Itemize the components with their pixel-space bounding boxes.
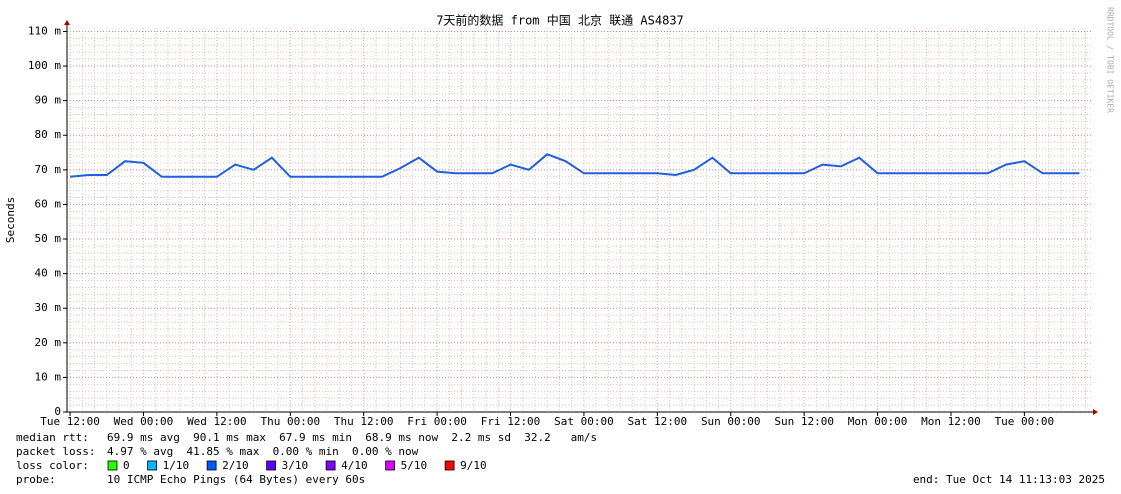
x-tick-label: Sun 12:00 [774, 415, 834, 428]
y-tick-label: 90 m [35, 94, 62, 107]
legend-swatch [206, 460, 217, 471]
y-tick-label: 10 m [35, 370, 62, 383]
x-tick-label: Wed 00:00 [114, 415, 174, 428]
y-tick-label: 40 m [35, 267, 62, 280]
legend-swatch [266, 460, 277, 471]
y-tick-label: 50 m [35, 232, 62, 245]
x-arrow [1093, 409, 1098, 415]
loss-legend-label: loss color: [16, 459, 89, 472]
legend-swatch [325, 460, 336, 471]
y-tick-label: 70 m [35, 163, 62, 176]
legend-label: 1/10 [163, 459, 190, 472]
y-tick-label: 30 m [35, 301, 62, 314]
y-tick-label: 100 m [28, 59, 61, 72]
stats-label: median rtt: [16, 431, 89, 444]
y-tick-label: 60 m [35, 197, 62, 210]
median-line [70, 153, 1080, 178]
legend-swatch [385, 460, 396, 471]
probe-label: probe: [16, 473, 56, 486]
legend-swatch [107, 460, 118, 471]
legend-label: 5/10 [401, 459, 428, 472]
x-tick-label: Sun 00:00 [701, 415, 761, 428]
legend-label: 0 [123, 459, 130, 472]
watermark: RRDTOOL / TOBI OETIKER [1106, 7, 1115, 113]
legend-swatch [444, 460, 455, 471]
legend-label: 2/10 [222, 459, 249, 472]
stats-text: 4.97 % avg 41.85 % max 0.00 % min 0.00 %… [107, 445, 419, 458]
probe-text: 10 ICMP Echo Pings (64 Bytes) every 60s [107, 473, 365, 486]
y-tick-label: 0 [54, 405, 61, 418]
stats-text: 69.9 ms avg 90.1 ms max 67.9 ms min 68.9… [107, 431, 597, 444]
end-time: end: Tue Oct 14 11:13:03 2025 [913, 473, 1105, 486]
legend-label: 9/10 [460, 459, 487, 472]
x-tick-label: Sat 00:00 [554, 415, 614, 428]
x-tick-label: Sat 12:00 [628, 415, 688, 428]
y-tick-label: 80 m [35, 128, 62, 141]
x-tick-label: Tue 00:00 [995, 415, 1055, 428]
y-tick-label: 110 m [28, 24, 61, 37]
x-tick-label: Fri 00:00 [407, 415, 467, 428]
x-tick-label: Mon 00:00 [848, 415, 908, 428]
y-tick-label: 20 m [35, 336, 62, 349]
x-tick-label: Tue 12:00 [40, 415, 100, 428]
x-tick-label: Thu 00:00 [260, 415, 320, 428]
x-tick-label: Wed 12:00 [187, 415, 247, 428]
legend-label: 4/10 [341, 459, 368, 472]
x-tick-label: Mon 12:00 [921, 415, 981, 428]
x-tick-label: Thu 12:00 [334, 415, 394, 428]
y-arrow [64, 20, 70, 25]
grid [67, 28, 1093, 412]
x-tick-label: Fri 12:00 [481, 415, 541, 428]
legend-swatch [147, 460, 158, 471]
chart-title: 7天前的数据 from 中国 北京 联通 AS4837 [436, 13, 684, 28]
stats-label: packet loss: [16, 445, 95, 458]
y-axis-label: Seconds [4, 197, 17, 243]
legend-label: 3/10 [282, 459, 309, 472]
